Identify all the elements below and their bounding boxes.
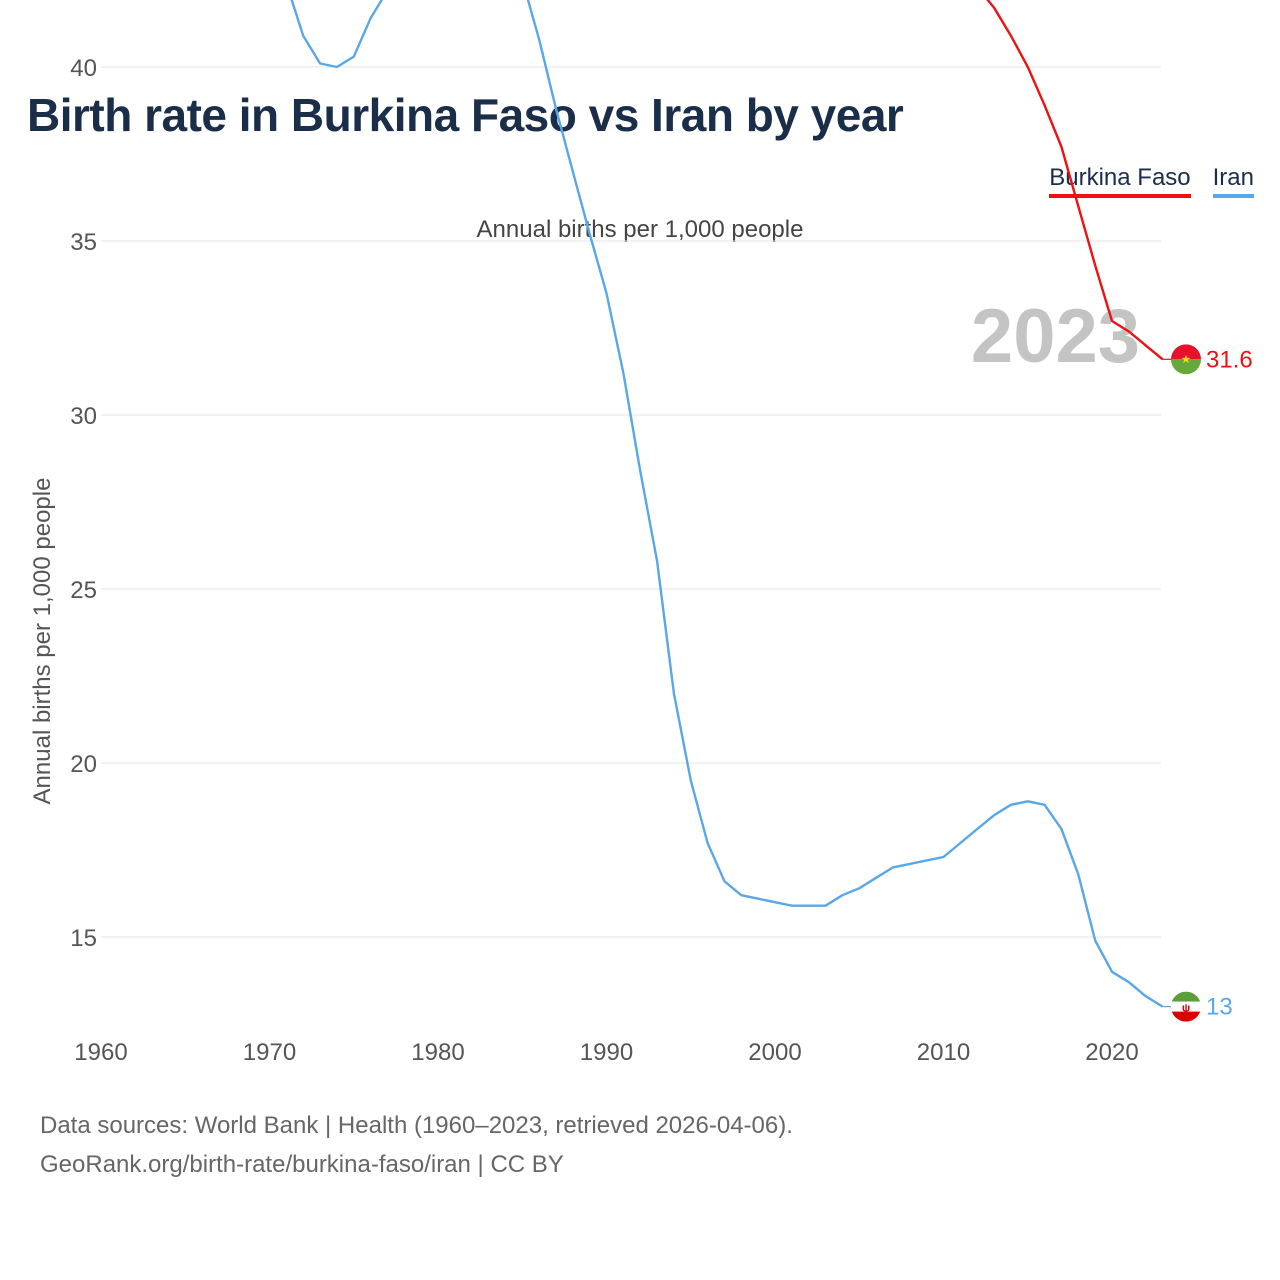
end-value-label: 31.6 [1206, 346, 1253, 373]
year-watermark: 2023 [971, 294, 1140, 379]
chart-subtitle: Annual births per 1,000 people [476, 216, 804, 243]
y-tick-label: 40 [70, 55, 97, 82]
source-line-2: GeoRank.org/birth-rate/burkina-faso/iran… [40, 1151, 564, 1178]
series-line-iran [290, 0, 1164, 1008]
x-tick-label: 1970 [243, 1039, 296, 1066]
legend: Burkina Faso Iran [1049, 164, 1254, 198]
x-tick-label: 1990 [580, 1039, 633, 1066]
y-tick-label: 20 [70, 751, 97, 778]
y-tick-label: 30 [70, 403, 97, 430]
x-tick-label: 2010 [917, 1039, 970, 1066]
source-note: Data sources: World Bank | Health (1960–… [40, 1106, 793, 1184]
x-tick-label: 2000 [748, 1039, 801, 1066]
series-line-burkina-faso [986, 0, 1164, 361]
y-tick-label: 15 [70, 925, 97, 952]
x-tick-label: 2020 [1085, 1039, 1138, 1066]
legend-item-burkina-faso[interactable]: Burkina Faso [1049, 164, 1191, 198]
y-axis-label: Annual births per 1,000 people [29, 478, 56, 805]
x-tick-label: 1960 [74, 1039, 127, 1066]
y-tick-label: 25 [70, 577, 97, 604]
flag-iran-icon: ψ [1171, 991, 1201, 1022]
end-value-label: 13 [1206, 994, 1233, 1021]
source-line-1: Data sources: World Bank | Health (1960–… [40, 1112, 793, 1139]
svg-text:ψ: ψ [1182, 1003, 1190, 1015]
flag-burkina-faso-icon [1171, 344, 1201, 375]
legend-item-iran[interactable]: Iran [1212, 164, 1254, 198]
x-tick-label: 1980 [411, 1039, 464, 1066]
chart-title: Birth rate in Burkina Faso vs Iran by ye… [27, 89, 904, 141]
